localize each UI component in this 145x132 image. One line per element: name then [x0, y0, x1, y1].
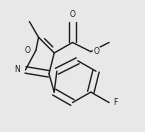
Text: N: N — [14, 65, 20, 74]
Text: O: O — [93, 47, 99, 56]
Text: F: F — [113, 98, 117, 107]
Text: O: O — [25, 46, 31, 55]
Text: O: O — [70, 10, 75, 19]
